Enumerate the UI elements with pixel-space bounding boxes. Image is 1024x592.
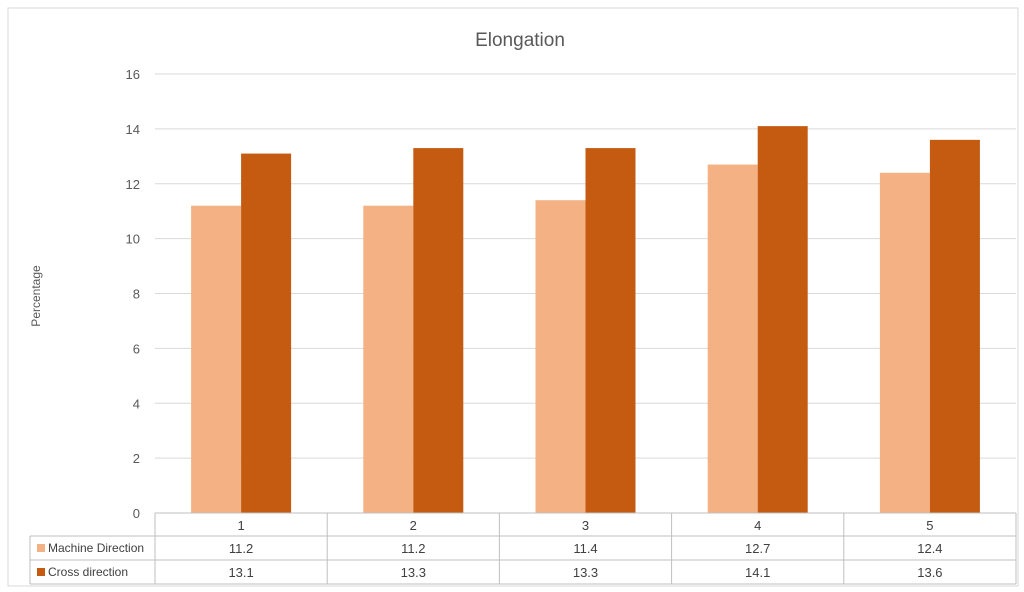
y-tick-label: 10 bbox=[126, 232, 140, 247]
bar-cross-direction bbox=[929, 139, 980, 513]
x-tick-label: 3 bbox=[582, 518, 589, 533]
y-tick-label: 16 bbox=[126, 67, 140, 82]
legend-label: Machine Direction bbox=[48, 541, 144, 555]
data-label: 11.2 bbox=[401, 541, 425, 556]
bars bbox=[191, 126, 980, 514]
legend-key bbox=[37, 544, 45, 552]
x-tick-label: 2 bbox=[410, 518, 417, 533]
bar-cross-direction bbox=[413, 148, 464, 514]
legend-label: Cross direction bbox=[48, 565, 128, 579]
x-tick-label: 5 bbox=[926, 518, 933, 533]
bar-cross-direction bbox=[757, 126, 808, 513]
data-label: 13.3 bbox=[573, 565, 598, 580]
bar-machine-direction bbox=[535, 200, 586, 513]
y-tick-label: 12 bbox=[126, 177, 140, 192]
y-tick-label: 8 bbox=[133, 287, 140, 302]
data-label: 13.3 bbox=[401, 565, 426, 580]
data-label: 12.7 bbox=[745, 541, 770, 556]
chart-border bbox=[7, 7, 1019, 587]
y-tick-label: 2 bbox=[133, 451, 140, 466]
data-label: 14.1 bbox=[745, 565, 770, 580]
data-label: 13.1 bbox=[228, 565, 253, 580]
data-table: 1 2 3 4 5 Machine Direction 11.2 11.2 11.4 12.7 12… bbox=[29, 512, 1017, 585]
data-label: 11.4 bbox=[573, 541, 597, 556]
bar-cross-direction bbox=[585, 148, 636, 514]
y-tick-label: 14 bbox=[126, 122, 140, 137]
data-label: 13.6 bbox=[917, 565, 942, 580]
y-tick-label: 4 bbox=[133, 396, 140, 411]
bar-machine-direction bbox=[879, 172, 930, 513]
data-label: 11.2 bbox=[229, 541, 253, 556]
y-tick-label: 6 bbox=[133, 341, 140, 356]
x-tick-label: 4 bbox=[754, 518, 761, 533]
bar-machine-direction bbox=[707, 164, 758, 513]
data-label: 12.4 bbox=[917, 541, 942, 556]
x-tick-label: 1 bbox=[237, 518, 244, 533]
y-axis-label: Percentage bbox=[29, 265, 43, 327]
bar-machine-direction bbox=[363, 205, 414, 513]
chart-title: Elongation bbox=[475, 30, 565, 51]
y-axis-ticks: 0 2 4 6 8 10 12 14 16 bbox=[126, 67, 140, 521]
bar-machine-direction bbox=[191, 205, 242, 513]
bar-cross-direction bbox=[241, 153, 292, 513]
y-tick-label: 0 bbox=[133, 506, 140, 521]
legend-key bbox=[37, 568, 45, 576]
